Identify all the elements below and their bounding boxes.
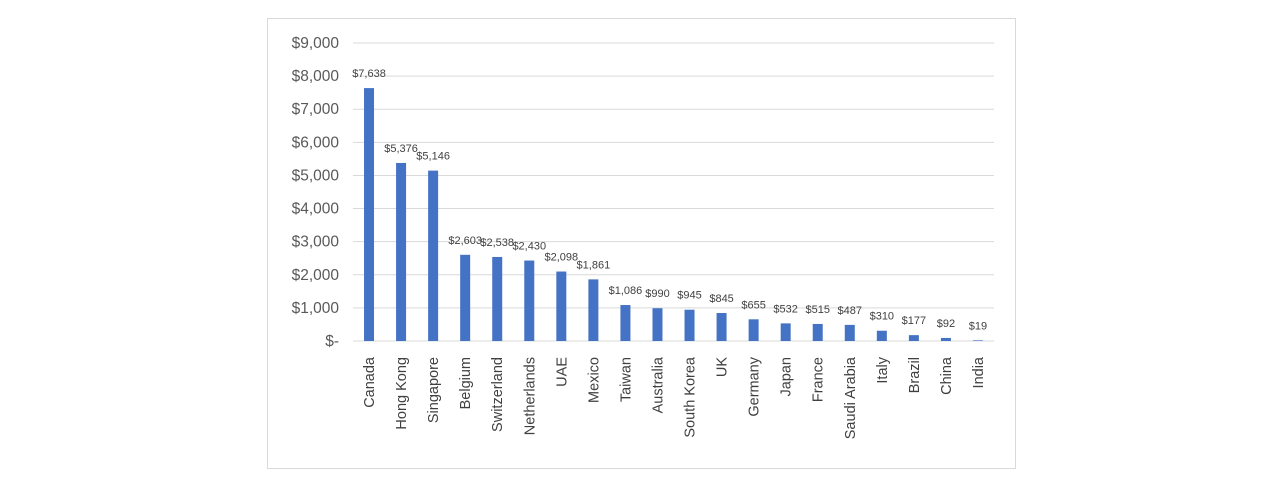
data-label: $5,376 [384, 143, 418, 155]
y-tick-label: $1,000 [292, 300, 340, 317]
data-label: $177 [902, 315, 926, 327]
x-category-label: Australia [650, 356, 666, 413]
bar-chart: $- $1,000 $2,000 $3,000 $4,000 $5,000 $6,000 $7… [292, 35, 994, 439]
bar [364, 88, 375, 341]
x-category-label: Mexico [586, 357, 602, 403]
y-tick-label: $4,000 [292, 201, 340, 218]
x-category-label: UK [715, 357, 731, 377]
bar [620, 305, 631, 341]
x-category-label: Taiwan [618, 357, 634, 402]
y-tick-label: $6,000 [292, 134, 340, 151]
bar [908, 335, 919, 341]
bar [556, 271, 567, 341]
x-category-label: Switzerland [490, 357, 506, 432]
y-tick-label: $- [325, 333, 339, 350]
x-category-label: Japan [779, 357, 795, 397]
y-tick-label: $3,000 [292, 234, 340, 251]
x-category-label: Italy [875, 356, 891, 383]
x-category-label: India [971, 356, 987, 388]
x-category-label: Saudi Arabia [843, 356, 859, 439]
bar [748, 319, 759, 341]
bar [844, 324, 855, 341]
data-label: $515 [805, 304, 829, 316]
y-tick-label: $5,000 [292, 167, 340, 184]
x-category-label: Germany [747, 356, 763, 416]
bar [588, 279, 599, 341]
bar [460, 254, 471, 341]
data-label: $2,603 [448, 235, 482, 247]
data-label: $487 [838, 305, 862, 317]
bar [396, 162, 407, 341]
data-label: $2,098 [544, 252, 578, 264]
x-category-label: France [811, 357, 827, 402]
bar [716, 313, 727, 341]
x-category-label: Netherlands [522, 357, 538, 435]
data-label: $310 [870, 311, 894, 323]
y-tick-label: $8,000 [292, 68, 340, 85]
data-label: $532 [773, 303, 797, 315]
bar [652, 308, 663, 341]
data-label: $945 [677, 290, 701, 302]
x-category-label: Singapore [426, 357, 442, 423]
bar [780, 323, 791, 341]
y-tick-label: $9,000 [292, 35, 340, 52]
bar [876, 330, 887, 341]
bar [812, 323, 823, 341]
data-label: $92 [937, 318, 955, 330]
x-category-label: UAE [554, 357, 570, 387]
data-label: $845 [709, 293, 733, 305]
data-label: $1,086 [609, 285, 643, 297]
x-category-label: South Korea [683, 356, 699, 438]
bar [940, 337, 951, 341]
x-category-label: Canada [362, 356, 378, 408]
bar [428, 170, 439, 341]
data-label: $2,538 [480, 237, 514, 249]
y-tick-label: $7,000 [292, 101, 340, 118]
x-category-label: China [939, 356, 955, 395]
bar [492, 256, 503, 341]
chart-frame: $- $1,000 $2,000 $3,000 $4,000 $5,000 $6,000 $7… [267, 18, 1016, 469]
data-label: $19 [969, 320, 987, 332]
data-label: $990 [645, 288, 669, 300]
data-label: $7,638 [352, 68, 386, 80]
bar [972, 340, 983, 341]
data-label: $2,430 [512, 241, 546, 253]
y-tick-label: $2,000 [292, 267, 340, 284]
x-category-label: Belgium [458, 357, 474, 409]
data-label: $5,146 [416, 151, 450, 163]
data-label: $655 [741, 299, 765, 311]
x-category-label: Brazil [907, 357, 923, 393]
bar [684, 309, 695, 341]
bar [524, 260, 535, 341]
data-label: $1,861 [577, 259, 611, 271]
x-category-label: Hong Kong [394, 357, 410, 430]
